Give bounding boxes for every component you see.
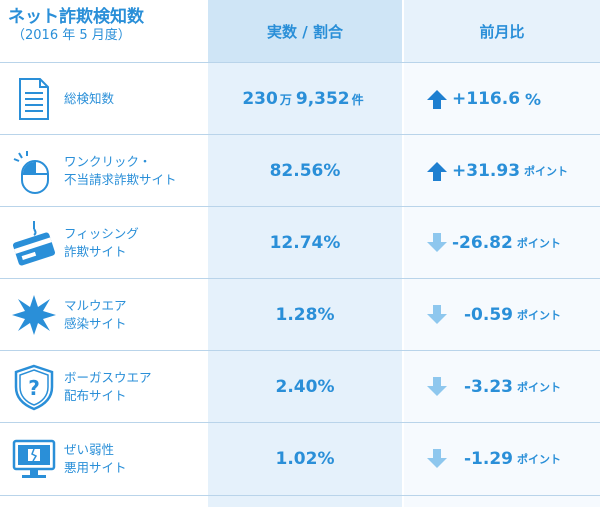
- row-label-line: ワンクリック・: [64, 154, 152, 169]
- change-unit: %: [525, 89, 542, 109]
- credit-card-hook-icon: [13, 221, 55, 266]
- header-change-column: 前月比: [404, 0, 600, 62]
- mouse-click-icon: [13, 151, 49, 194]
- arrow-down-icon: [427, 377, 447, 396]
- row-label-line: 不当請求詐欺サイト: [64, 172, 177, 187]
- row-label-line: 総検知数: [64, 91, 115, 106]
- change-unit: ポイント: [517, 381, 561, 394]
- table-row-one-click: ワンクリック・ 不当請求詐欺サイト 82.56% +31.93 ポイント: [0, 134, 600, 207]
- row-label-line: マルウエア: [64, 298, 127, 313]
- row-value: 1.02%: [275, 449, 335, 469]
- change-unit: ポイント: [517, 453, 561, 466]
- arrow-down-icon: [427, 305, 447, 324]
- row-change: -26.82 ポイント: [404, 207, 600, 279]
- table-header: ネット詐欺検知数 （2016 年 5 月度） 実数 / 割合 前月比: [0, 0, 600, 62]
- row-value: 12.74%: [269, 233, 341, 253]
- row-label-line: 悪用サイト: [64, 460, 127, 475]
- change-value: +31.93: [452, 161, 521, 181]
- row-label-line: フィッシング: [64, 226, 139, 241]
- header-title-block: ネット詐欺検知数 （2016 年 5 月度）: [8, 7, 144, 45]
- change-value: -1.29: [464, 449, 513, 469]
- change-value: +116.6: [452, 89, 521, 109]
- row-label-line: 詐欺サイト: [64, 244, 127, 259]
- table-row-bogusware: ? ボーガスウエア 配布サイト 2.40% -3.23 ポイント: [0, 350, 600, 423]
- broken-monitor-icon: [12, 439, 56, 478]
- arrow-up-icon: [427, 162, 447, 181]
- row-label-line: ぜい弱性: [64, 442, 115, 457]
- arrow-down-icon: [427, 233, 447, 252]
- document-icon: [19, 78, 49, 120]
- shield-question-icon: ?: [14, 364, 54, 411]
- row-label: マルウエア 感染サイト: [64, 279, 204, 351]
- change-unit: ポイント: [524, 165, 569, 178]
- value-unit-a: 万: [279, 92, 292, 107]
- row-label: フィッシング 詐欺サイト: [64, 207, 204, 279]
- change-unit: ポイント: [517, 309, 561, 322]
- row-value: 2.40%: [275, 377, 335, 397]
- row-label: ぜい弱性 悪用サイト: [64, 423, 204, 495]
- row-change: +31.93 ポイント: [404, 135, 600, 207]
- table-row-vulnerability: ぜい弱性 悪用サイト 1.02% -1.29 ポイント: [0, 422, 600, 496]
- change-value: -3.23: [464, 377, 513, 397]
- arrow-up-icon: [427, 90, 447, 109]
- row-value: 230 万 9,352 件: [208, 63, 402, 135]
- row-value: 1.28%: [275, 305, 335, 325]
- change-value: -26.82: [452, 233, 513, 253]
- row-label-line: 感染サイト: [64, 316, 127, 331]
- header-value-column: 実数 / 割合: [208, 0, 402, 62]
- row-change: -1.29 ポイント: [404, 423, 600, 495]
- table-row-phishing: フィッシング 詐欺サイト 12.74% -26.82 ポイント: [0, 206, 600, 279]
- change-unit: ポイント: [516, 237, 561, 250]
- table-row-total: 総検知数 230 万 9,352 件 +116.6 %: [0, 62, 600, 135]
- value-unit-b: 件: [351, 92, 364, 107]
- malware-burst-icon: [12, 295, 56, 335]
- row-change: +116.6 %: [404, 63, 600, 135]
- row-label: ボーガスウエア 配布サイト: [64, 351, 204, 423]
- value-number-b: 9,352: [295, 89, 350, 109]
- row-label-line: ボーガスウエア: [64, 370, 152, 385]
- arrow-down-icon: [427, 449, 447, 468]
- header-subtitle: （2016 年 5 月度）: [12, 28, 131, 43]
- value-number-a: 230: [242, 89, 278, 109]
- row-label: ワンクリック・ 不当請求詐欺サイト: [64, 135, 204, 207]
- svg-text:?: ?: [28, 376, 40, 400]
- row-label-line: 配布サイト: [64, 388, 127, 403]
- row-change: -0.59 ポイント: [404, 279, 600, 351]
- row-label: 総検知数: [64, 63, 204, 135]
- table-row-malware: マルウエア 感染サイト 1.28% -0.59 ポイント: [0, 278, 600, 351]
- row-change: -3.23 ポイント: [404, 351, 600, 423]
- change-value: -0.59: [464, 305, 513, 325]
- header-title: ネット詐欺検知数: [8, 7, 144, 27]
- row-value: 82.56%: [269, 161, 341, 181]
